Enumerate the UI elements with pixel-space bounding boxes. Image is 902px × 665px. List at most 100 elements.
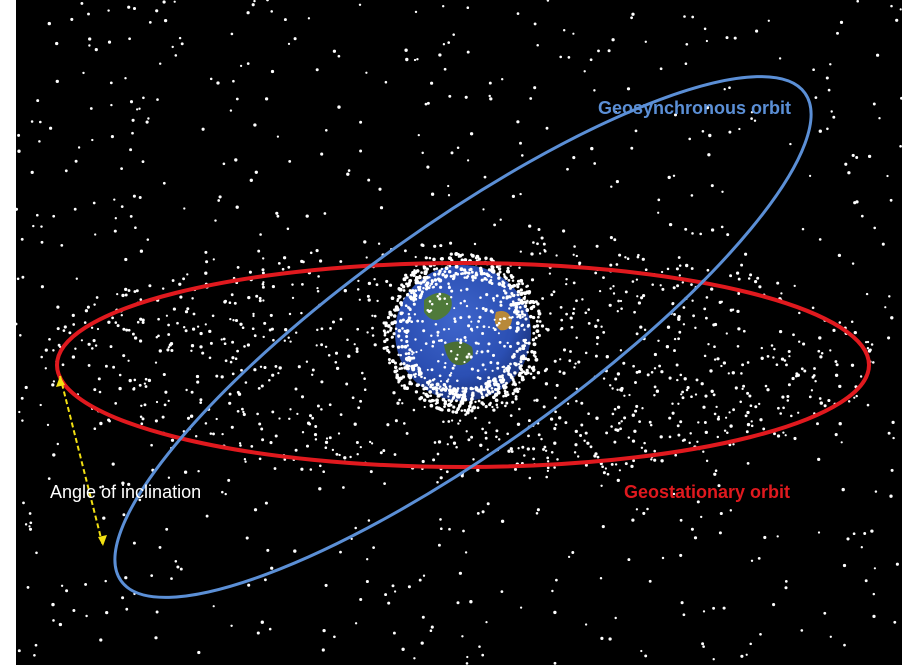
debris-dot-icon [404,48,408,52]
debris-dot-icon [392,314,397,318]
debris-dot-icon [461,386,465,390]
debris-dot-icon [383,331,387,335]
debris-dot-icon [488,274,491,277]
debris-dot-icon [110,103,113,107]
debris-dot-icon [713,412,717,416]
debris-dot-icon [320,408,323,411]
debris-dot-icon [532,365,536,369]
debris-dot-icon [384,593,388,597]
debris-dot-icon [874,490,878,493]
debris-dot-icon [575,254,578,258]
debris-dot-icon [584,463,588,467]
debris-dot-icon [64,169,68,173]
debris-dot-icon [260,427,264,431]
debris-dot-icon [416,58,419,61]
debris-dot-icon [16,277,20,281]
debris-dot-icon [127,328,131,332]
debris-dot-icon [456,272,460,276]
debris-dot-icon [179,295,183,299]
debris-dot-icon [483,175,487,179]
debris-dot-icon [227,478,231,482]
debris-dot-icon [785,363,788,367]
debris-dot-icon [899,144,902,148]
debris-dot-icon [521,282,524,286]
debris-dot-icon [537,433,541,437]
debris-dot-icon [723,88,726,91]
debris-dot-icon [865,292,869,296]
debris-dot-icon [485,386,488,389]
debris-dot-icon [512,284,516,288]
inclination-arrowhead-bottom [98,535,107,546]
debris-dot-icon [404,304,408,308]
debris-dot-icon [320,380,324,384]
debris-dot-icon [424,283,429,287]
debris-dot-icon [428,390,433,394]
debris-dot-icon [363,240,367,244]
debris-dot-icon [699,232,703,236]
debris-dot-icon [398,367,402,371]
debris-dot-icon [690,194,694,197]
debris-dot-icon [584,431,588,435]
debris-dot-icon [230,293,234,297]
debris-dot-icon [88,37,92,41]
debris-dot-icon [197,469,200,473]
debris-dot-icon [481,332,485,335]
debris-dot-icon [438,374,442,378]
debris-dot-icon [694,326,697,330]
debris-dot-icon [750,117,753,120]
debris-dot-icon [565,277,568,281]
debris-dot-icon [412,302,416,306]
debris-dot-icon [436,330,440,334]
debris-dot-icon [259,233,262,236]
debris-dot-icon [695,378,699,382]
debris-dot-icon [147,378,152,383]
debris-dot-icon [732,443,735,446]
debris-dot-icon [503,389,507,393]
debris-dot-icon [373,343,377,347]
debris-dot-icon [158,349,162,353]
debris-dot-icon [448,94,452,98]
debris-dot-icon [678,274,681,277]
debris-dot-icon [447,269,452,274]
debris-dot-icon [124,76,127,80]
debris-dot-icon [172,307,176,311]
debris-dot-icon [507,372,511,376]
debris-dot-icon [891,420,895,424]
debris-dot-icon [24,523,28,526]
debris-dot-icon [399,301,404,306]
debris-dot-icon [358,3,362,7]
debris-dot-icon [589,445,593,449]
debris-dot-icon [456,146,460,149]
debris-dot-icon [120,167,123,170]
debris-dot-icon [401,402,404,405]
debris-dot-icon [471,391,475,395]
debris-dot-icon [609,287,612,290]
debris-dot-icon [493,328,497,332]
debris-dot-icon [519,192,522,196]
debris-dot-icon [626,257,630,260]
debris-dot-icon [581,298,584,301]
debris-dot-icon [428,276,431,279]
debris-dot-icon [657,339,660,343]
debris-dot-icon [392,391,396,395]
debris-dot-icon [509,414,513,417]
debris-dot-icon [141,160,145,164]
debris-dot-icon [608,384,612,387]
debris-dot-icon [469,267,473,272]
debris-dot-icon [17,149,21,153]
debris-dot-icon [498,378,502,382]
debris-dot-icon [460,474,464,478]
debris-dot-icon [222,337,226,341]
debris-dot-icon [666,325,671,329]
debris-dot-icon [86,305,90,309]
debris-dot-icon [570,325,574,329]
debris-dot-icon [714,469,718,472]
debris-dot-icon [790,414,793,418]
debris-dot-icon [387,358,391,361]
debris-dot-icon [584,311,588,315]
debris-dot-icon [475,388,479,392]
debris-dot-icon [611,412,615,416]
debris-dot-icon [428,300,432,303]
debris-dot-icon [233,301,237,305]
debris-dot-icon [568,359,572,363]
